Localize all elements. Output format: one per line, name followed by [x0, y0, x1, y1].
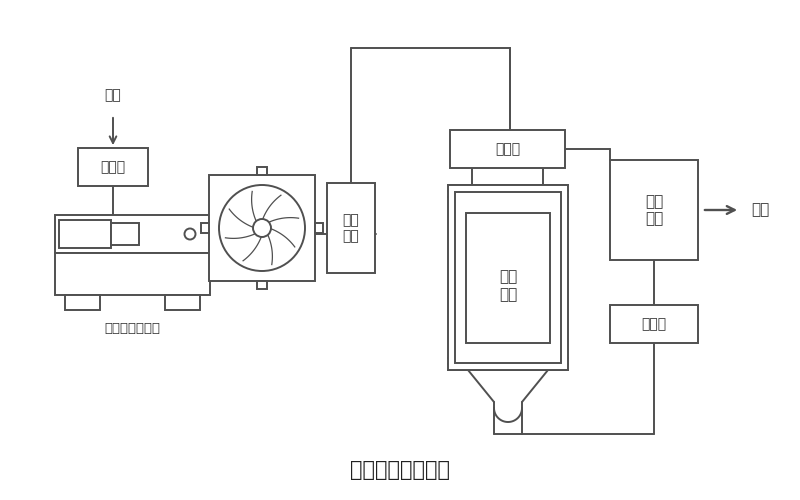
Bar: [610, 160, 698, 260]
Bar: [610, 305, 698, 343]
Bar: [257, 167, 267, 175]
Text: 控制阀: 控制阀: [642, 317, 666, 331]
Bar: [315, 223, 323, 233]
Bar: [257, 281, 267, 289]
Bar: [455, 192, 561, 363]
Text: 氧气: 氧气: [751, 202, 769, 218]
Text: 空气: 空气: [105, 88, 122, 102]
Circle shape: [185, 228, 195, 239]
Bar: [65, 295, 100, 310]
Text: 氧气机原理示例图: 氧气机原理示例图: [350, 460, 450, 480]
Text: 分离阀: 分离阀: [495, 142, 520, 156]
Bar: [450, 130, 565, 168]
Bar: [466, 213, 550, 343]
Text: 无油空气压缩机: 无油空气压缩机: [105, 322, 161, 334]
Text: 冷却
系统: 冷却 系统: [342, 213, 359, 243]
Bar: [55, 215, 210, 253]
Bar: [55, 253, 210, 295]
Bar: [78, 148, 148, 186]
Bar: [201, 223, 209, 233]
Text: 分子
筛塔: 分子 筛塔: [499, 270, 517, 302]
Bar: [111, 223, 139, 245]
Bar: [209, 175, 315, 281]
Circle shape: [219, 185, 305, 271]
Bar: [165, 295, 200, 310]
Text: 湿化
水箱: 湿化 水箱: [645, 194, 663, 226]
Circle shape: [253, 219, 271, 237]
Bar: [59, 220, 111, 248]
Bar: [327, 183, 375, 273]
Bar: [448, 185, 568, 370]
Text: 过滤器: 过滤器: [101, 160, 126, 174]
